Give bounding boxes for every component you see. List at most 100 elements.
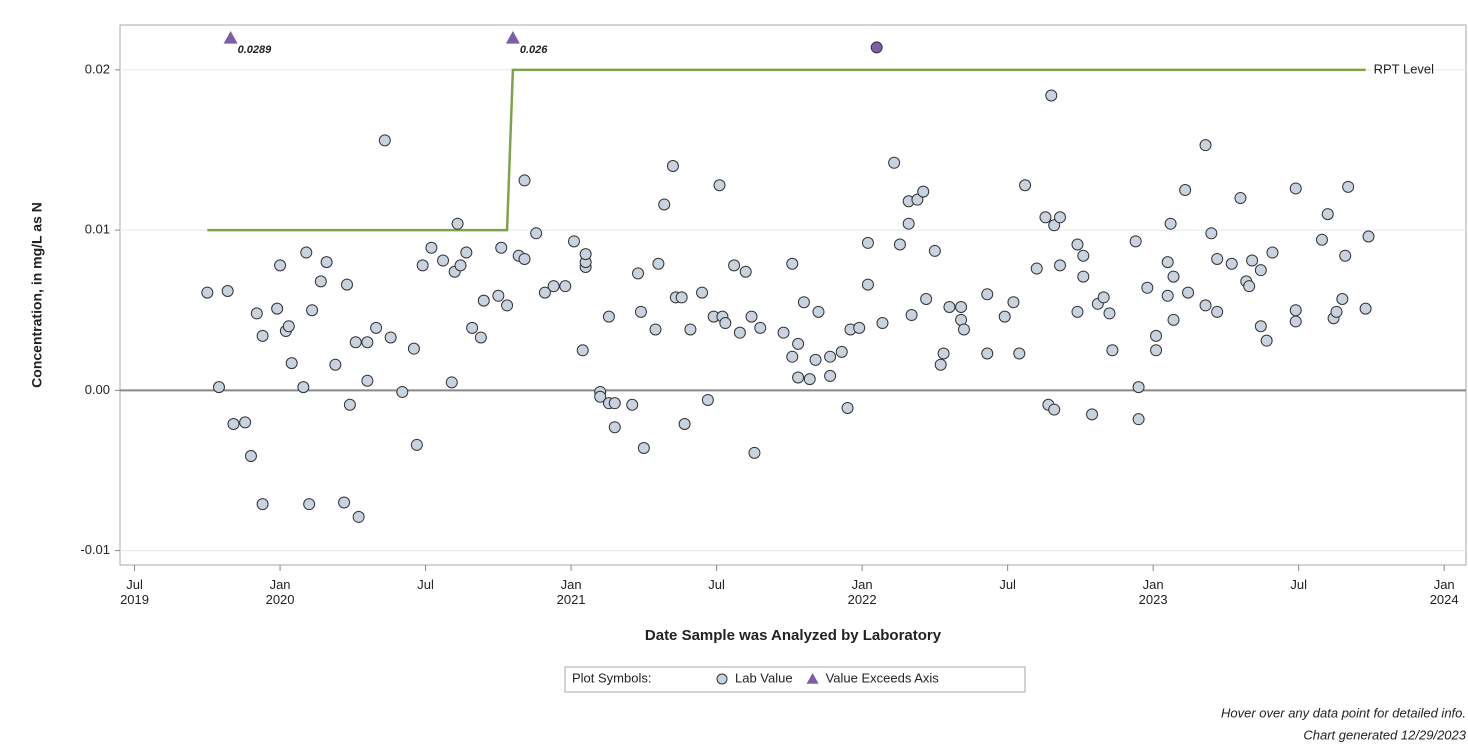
reference-line-label: RPT Level xyxy=(1374,61,1435,76)
data-point xyxy=(998,310,1011,323)
data-point xyxy=(547,280,560,293)
data-point xyxy=(320,256,333,269)
data-point xyxy=(579,248,592,261)
data-point xyxy=(733,326,746,339)
data-point xyxy=(454,259,467,272)
plot-area xyxy=(119,24,1467,566)
data-point xyxy=(853,321,866,334)
legend-label: Value Exceeds Axis xyxy=(826,670,940,685)
data-point xyxy=(824,350,837,363)
data-point xyxy=(338,496,351,509)
y-tick-label: 0.01 xyxy=(85,222,110,237)
data-point xyxy=(349,336,362,349)
data-point xyxy=(445,376,458,389)
data-point xyxy=(870,41,883,54)
data-point xyxy=(1199,139,1212,152)
data-point xyxy=(824,369,837,382)
data-point xyxy=(861,278,874,291)
data-point xyxy=(786,257,799,270)
data-point xyxy=(492,289,505,302)
exceeds-label: 0.0289 xyxy=(238,44,273,56)
data-point xyxy=(256,329,269,342)
data-point xyxy=(1211,305,1224,318)
data-point xyxy=(861,236,874,249)
data-point xyxy=(1129,235,1142,248)
y-tick-label: 0.02 xyxy=(85,61,110,76)
data-point xyxy=(1182,286,1195,299)
data-point xyxy=(271,302,284,315)
data-point xyxy=(786,350,799,363)
data-point xyxy=(594,390,607,403)
data-point xyxy=(460,246,473,259)
data-point xyxy=(396,385,409,398)
data-point xyxy=(1342,180,1355,193)
data-point xyxy=(1048,219,1061,232)
exceeds-marker xyxy=(505,31,520,44)
data-point xyxy=(602,310,615,323)
y-tick-label: -0.01 xyxy=(80,542,110,557)
data-point xyxy=(329,358,342,371)
data-point xyxy=(212,381,225,394)
data-point xyxy=(678,417,691,430)
data-point xyxy=(658,198,671,211)
data-point xyxy=(1054,259,1067,272)
data-point xyxy=(835,345,848,358)
data-point xyxy=(1077,270,1090,283)
exceeds-label: 0.026 xyxy=(520,44,548,56)
data-point xyxy=(576,344,589,357)
data-point xyxy=(803,373,816,386)
data-point xyxy=(608,397,621,410)
data-point xyxy=(559,280,572,293)
data-point xyxy=(1164,217,1177,230)
data-point xyxy=(201,286,214,299)
data-point xyxy=(370,321,383,334)
data-point xyxy=(384,331,397,344)
data-point xyxy=(943,301,956,314)
data-point xyxy=(632,267,645,280)
data-point xyxy=(957,323,970,336)
data-point xyxy=(568,235,581,248)
data-point xyxy=(1321,208,1334,221)
data-point xyxy=(285,357,298,370)
data-point xyxy=(1289,304,1302,317)
data-point xyxy=(466,321,479,334)
data-point xyxy=(792,337,805,350)
data-point xyxy=(1077,249,1090,262)
exceeds-marker xyxy=(223,31,238,44)
footnote: Hover over any data point for detailed i… xyxy=(1221,705,1466,720)
data-point xyxy=(1167,270,1180,283)
data-point xyxy=(474,331,487,344)
data-point xyxy=(221,284,234,297)
data-point xyxy=(495,241,508,254)
data-point xyxy=(905,309,918,322)
data-point xyxy=(1045,89,1058,102)
data-point xyxy=(303,498,316,511)
data-point xyxy=(1336,293,1349,306)
data-point xyxy=(841,401,854,414)
data-point xyxy=(1289,315,1302,328)
data-point xyxy=(538,286,551,299)
y-axis-label: Concentration, in mg/L as N xyxy=(29,202,45,388)
data-point xyxy=(1339,249,1352,262)
data-point xyxy=(917,185,930,198)
data-point xyxy=(361,336,374,349)
data-point xyxy=(1254,264,1267,277)
data-point xyxy=(637,442,650,455)
data-point xyxy=(1254,320,1267,333)
x-tick-label: Jul xyxy=(708,577,725,592)
data-point xyxy=(634,305,647,318)
data-point xyxy=(754,321,767,334)
x-tick-label: Jan 2024 xyxy=(1429,577,1459,607)
data-point xyxy=(1097,291,1110,304)
data-point xyxy=(250,307,263,320)
data-point xyxy=(876,317,889,330)
data-point xyxy=(282,320,295,333)
data-point xyxy=(675,291,688,304)
x-tick-label: Jan 2023 xyxy=(1138,577,1168,607)
data-point xyxy=(777,326,790,339)
data-point xyxy=(608,421,621,434)
data-point xyxy=(300,246,313,259)
data-point xyxy=(378,134,391,147)
data-point xyxy=(256,498,269,511)
